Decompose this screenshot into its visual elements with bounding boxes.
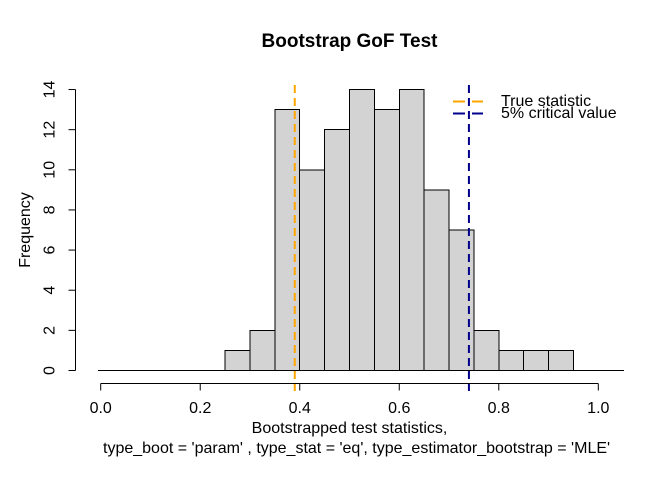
y-tick-label: 14 — [41, 81, 58, 99]
histogram-bar — [548, 349, 574, 371]
y-tick-label: 8 — [41, 205, 58, 214]
chart-title: Bootstrap GoF Test — [261, 31, 438, 52]
histogram-bar — [473, 329, 500, 371]
histogram-bar — [523, 349, 550, 371]
legend: True statistic 5% critical value — [453, 92, 672, 123]
histogram-bar — [423, 189, 450, 371]
histogram-bar — [224, 349, 251, 371]
legend-label-true-statistic: True statistic — [501, 92, 592, 110]
x-tick-label: 0.8 — [488, 400, 510, 417]
histogram-bar — [274, 109, 301, 371]
histogram-bar — [448, 229, 475, 371]
histogram-bar — [373, 109, 400, 371]
x-tick-label: 1.0 — [587, 400, 609, 417]
dashed-line-sample-navy — [453, 112, 483, 115]
histogram-bar — [349, 89, 375, 372]
histogram-bar — [398, 89, 425, 372]
y-tick-label: 2 — [41, 326, 58, 335]
histogram-bar — [299, 169, 326, 371]
y-tick-label: 12 — [41, 121, 58, 139]
histogram-bar — [249, 329, 276, 371]
x-axis-label-line2: type_boot = 'param' , type_stat = 'eq', … — [103, 440, 611, 457]
y-tick-label: 10 — [41, 161, 58, 179]
legend-item-critical-value: 5% critical value — [453, 105, 672, 123]
x-axis-label-line1: Bootstrapped test statistics, — [251, 420, 448, 437]
legend-item-true-statistic: True statistic — [453, 92, 672, 110]
x-tick-label: 0.4 — [289, 400, 311, 417]
dashed-line-sample-orange — [453, 100, 483, 103]
histogram-bar — [324, 129, 350, 371]
x-tick-label: 0.2 — [189, 400, 211, 417]
x-tick-label: 0.0 — [90, 400, 112, 417]
x-tick-label: 0.6 — [388, 400, 410, 417]
histogram-bar — [498, 349, 525, 371]
legend-label-critical-value: 5% critical value — [501, 105, 617, 123]
y-tick-label: 0 — [41, 366, 58, 375]
y-tick-label: 6 — [41, 246, 58, 255]
y-tick-label: 4 — [41, 286, 58, 295]
